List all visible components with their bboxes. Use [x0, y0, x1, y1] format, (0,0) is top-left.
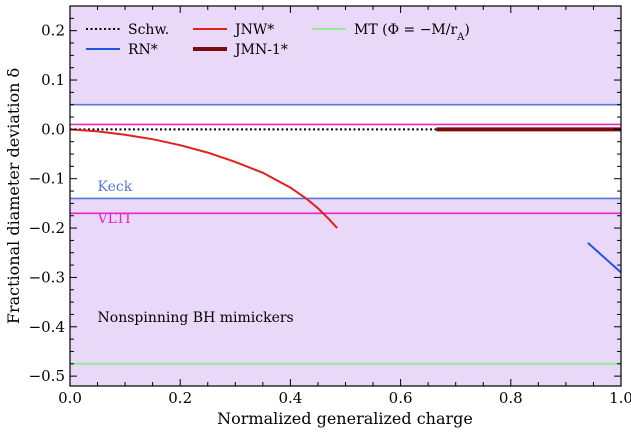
- y-tick-label: 0.2: [41, 22, 65, 40]
- y-tick-label: −0.1: [29, 170, 65, 188]
- legend-label-jnw: JNW*: [233, 22, 274, 38]
- y-tick-label: −0.2: [29, 219, 65, 237]
- excluded-region-upper: [70, 6, 621, 105]
- axis-ticks: [69, 5, 622, 386]
- y-axis-title: Fractional diameter deviation δ: [4, 68, 23, 324]
- x-tick-label: 0.4: [278, 389, 302, 407]
- x-axis-title: Normalized generalized charge: [217, 409, 473, 428]
- legend-label-rn: RN*: [128, 42, 158, 58]
- x-tick-label: 0.8: [499, 389, 523, 407]
- annotations: Keck VLTI Nonspinning BH mimickers: [97, 179, 294, 326]
- series-jnw: [70, 128, 338, 229]
- legend-label-schw: Schw.: [128, 22, 169, 38]
- y-tick-label: −0.4: [29, 318, 65, 336]
- y-tick-label: −0.5: [29, 367, 65, 385]
- y-tick-label: 0.0: [41, 120, 65, 138]
- annotation-keck: Keck: [98, 179, 133, 195]
- series-lines: [70, 127, 621, 365]
- tick-labels: 0.0 0.2 0.4 0.6 0.8 1.0 0.2 0.1 0.0 −0.1 −0.2 −0.3 −…: [29, 22, 631, 407]
- x-tick-label: 0.0: [58, 389, 82, 407]
- legend-label-jmn-1: JMN-1*: [233, 42, 288, 58]
- x-tick-label: 0.2: [168, 389, 192, 407]
- legend: Schw. RN* JNW* JMN-1* MT (Φ = −M/rA): [86, 22, 470, 58]
- legend-label-mt-m-ra: MT (Φ = −M/rA): [354, 22, 470, 43]
- x-tick-label: 0.6: [389, 389, 413, 407]
- excluded-region-shading: [70, 6, 621, 386]
- series-rn: [587, 242, 621, 274]
- x-tick-label: 1.0: [609, 389, 631, 407]
- y-tick-label: 0.1: [41, 71, 65, 89]
- y-tick-label: −0.3: [29, 268, 65, 286]
- annotation-vlti: VLTI: [97, 211, 131, 227]
- bound-lines: [70, 103, 621, 215]
- excluded-region-lower: [70, 198, 621, 386]
- annotation-nonspinning-bh-mimickers: Nonspinning BH mimickers: [98, 310, 294, 326]
